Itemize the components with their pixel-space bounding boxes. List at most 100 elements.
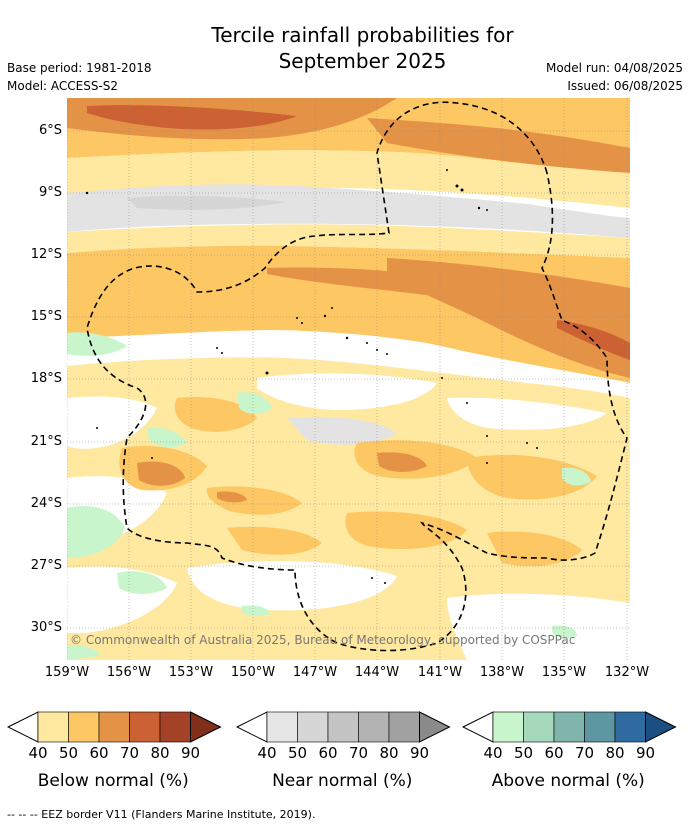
near-50-patch bbox=[127, 195, 287, 210]
above-40-patch-west bbox=[67, 332, 127, 356]
colorbar-tick-label: 60 bbox=[544, 744, 564, 762]
colorbar-segment bbox=[523, 711, 555, 743]
longitude-label: 156°W bbox=[106, 665, 152, 680]
colorbar-tick-label: 90 bbox=[635, 744, 656, 762]
below-50-patch-west bbox=[174, 397, 257, 432]
latitude-label: 27°S bbox=[30, 558, 62, 573]
white-patch-west bbox=[67, 396, 157, 449]
above-40-patch-s2 bbox=[242, 605, 270, 617]
latitude-label: 18°S bbox=[30, 371, 62, 386]
below-60-patch-south-west bbox=[217, 491, 247, 503]
colorbar-segment bbox=[266, 711, 298, 743]
colorbar-tick-label: 40 bbox=[257, 744, 277, 762]
issued-date: Issued: 06/08/2025 bbox=[567, 79, 683, 93]
longitude-label: 147°W bbox=[292, 665, 338, 680]
colorbar-segment bbox=[159, 711, 191, 743]
below-40-band-mid bbox=[67, 224, 630, 258]
white-patch-center bbox=[257, 373, 437, 411]
above-40-patch-s bbox=[117, 571, 167, 594]
above-40-patch-se bbox=[552, 625, 577, 639]
colorbar-segment bbox=[614, 711, 646, 743]
colorbar-tick-label: 80 bbox=[150, 744, 170, 762]
colorbar-segment bbox=[553, 711, 585, 743]
colorbar-segment bbox=[37, 711, 69, 743]
latitude-label: 6°S bbox=[38, 123, 62, 138]
longitude-label: 144°W bbox=[354, 665, 400, 680]
copyright-text: © Commonwealth of Australia 2025, Bureau… bbox=[70, 633, 576, 647]
longitude-label: 138°W bbox=[479, 665, 525, 680]
below-50-patch-s2 bbox=[227, 526, 322, 555]
longitude-label: 135°W bbox=[541, 665, 587, 680]
colorbar-title: Below normal (%) bbox=[37, 771, 189, 791]
below-50-patch-south bbox=[345, 511, 467, 550]
below-50-patch-east bbox=[467, 454, 597, 500]
latitude-label: 24°S bbox=[30, 496, 62, 511]
colorbar-tick-label: 40 bbox=[483, 744, 503, 762]
colorbar-segment bbox=[492, 711, 524, 743]
colorbar-lower-extension bbox=[236, 711, 268, 743]
colorbar-tick-label: 80 bbox=[605, 744, 625, 762]
colorbar-segment bbox=[68, 711, 100, 743]
longitude-label: 132°W bbox=[604, 665, 650, 680]
near-patch-center bbox=[287, 416, 397, 445]
colorbar-segment bbox=[327, 711, 359, 743]
latitude-label: 9°S bbox=[38, 185, 62, 200]
above-40-patch-center bbox=[237, 392, 272, 414]
white-patch-south bbox=[187, 561, 397, 611]
colorbar-tick-label: 70 bbox=[348, 744, 369, 762]
colorbar-tick-label: 70 bbox=[119, 744, 140, 762]
below-40-band-upper bbox=[67, 150, 630, 208]
longitude-label: 150°W bbox=[230, 665, 276, 680]
meta-left: Base period: 1981-2018 Model: ACCESS-S2 bbox=[7, 59, 152, 95]
colorbar-segment bbox=[388, 711, 420, 743]
colorbar-tick-label: 50 bbox=[513, 744, 534, 762]
eez-borders bbox=[86, 101, 628, 652]
probability-map bbox=[67, 98, 630, 660]
latitude-label: 21°S bbox=[30, 434, 62, 449]
model-run: Model run: 04/08/2025 bbox=[545, 61, 683, 75]
title-line-2: September 2025 bbox=[278, 49, 447, 73]
base-period: Base period: 1981-2018 bbox=[7, 61, 152, 75]
colorbar-tick-label: 80 bbox=[379, 744, 399, 762]
longitude-label: 141°W bbox=[417, 665, 463, 680]
eez-footnote: -- -- -- EEZ border V11 (Flanders Marine… bbox=[7, 808, 316, 821]
chart-title: Tercile rainfall probabilities for Septe… bbox=[0, 22, 690, 74]
above-40-patch-corner bbox=[67, 645, 100, 660]
above-40-patch-w2 bbox=[147, 427, 187, 448]
colorbar-tick-label: 60 bbox=[318, 744, 338, 762]
colorbar-segment bbox=[584, 711, 616, 743]
colorbar-tick-label: 50 bbox=[58, 744, 79, 762]
below-60-band-top-right bbox=[367, 118, 630, 173]
colorbar-upper-extension bbox=[419, 711, 451, 743]
colorbar-tick-label: 50 bbox=[287, 744, 308, 762]
longitude-label: 153°W bbox=[168, 665, 214, 680]
colorbar-upper-extension bbox=[190, 711, 222, 743]
white-band-mid bbox=[67, 330, 630, 398]
map-panel bbox=[67, 98, 630, 660]
below-70-band-top bbox=[87, 105, 297, 130]
latitude-label: 12°S bbox=[30, 247, 62, 262]
above-40-patch-sw bbox=[67, 506, 125, 558]
meta-right: Model run: 04/08/2025 Issued: 06/08/2025 bbox=[546, 59, 683, 95]
colorbar-lower-extension bbox=[462, 711, 494, 743]
model-name: Model: ACCESS-S2 bbox=[7, 79, 119, 93]
below-50-patch-se bbox=[487, 531, 582, 567]
colorbar-segment bbox=[129, 711, 161, 743]
white-patch-east bbox=[447, 397, 607, 430]
colorbar-tick-label: 60 bbox=[89, 744, 109, 762]
colorbar-title: Near normal (%) bbox=[272, 771, 413, 791]
colorbar-tick-label: 40 bbox=[28, 744, 48, 762]
colorbar-3 bbox=[462, 711, 677, 743]
colorbar-1 bbox=[7, 711, 222, 743]
above-40-patch-e bbox=[562, 467, 591, 486]
colorbar-segment bbox=[358, 711, 390, 743]
colorbar-title: Above normal (%) bbox=[491, 771, 645, 791]
islands bbox=[85, 169, 538, 584]
colorbar-tick-label: 70 bbox=[574, 744, 595, 762]
latitude-label: 30°S bbox=[30, 620, 62, 635]
colorbar-lower-extension bbox=[7, 711, 39, 743]
colorbar-tick-label: 90 bbox=[409, 744, 430, 762]
below-60-patch-center bbox=[377, 452, 427, 472]
colorbar-segment bbox=[98, 711, 130, 743]
latitude-label: 15°S bbox=[30, 309, 62, 324]
